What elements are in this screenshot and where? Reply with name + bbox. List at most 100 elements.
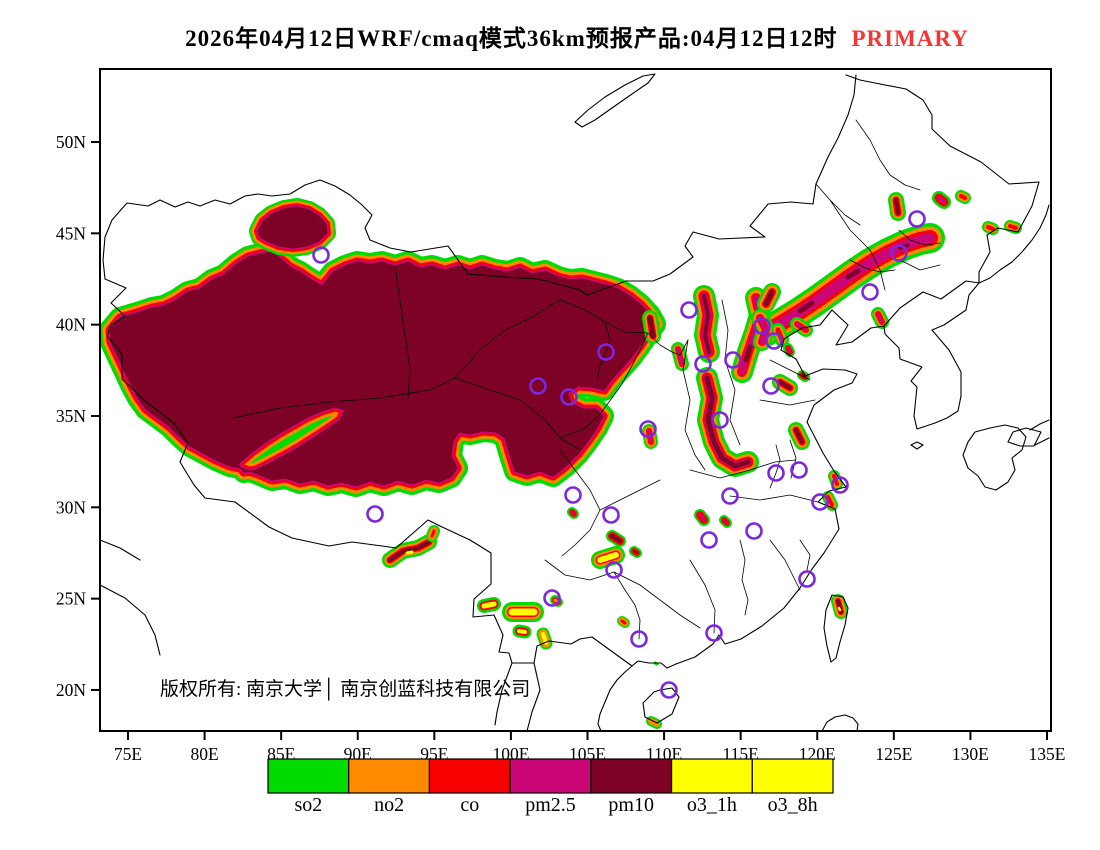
blob-core-pm25 (676, 347, 684, 366)
city-marker (564, 486, 582, 504)
blob-core-pm25 (787, 347, 791, 353)
blob-core-pm25 (795, 322, 808, 332)
blob-core-o3 (541, 632, 548, 645)
legend-label-pm2.5: pm2.5 (525, 794, 576, 816)
blob-core-o3 (597, 552, 619, 563)
x-tick-label: 80E (190, 744, 218, 764)
city-marker (680, 301, 698, 319)
island-taiwan (823, 594, 849, 663)
blob-core-pm25 (723, 519, 728, 524)
province-borders-west (232, 265, 689, 451)
province-borders-north (682, 299, 816, 479)
y-tick-label: 30N (56, 497, 87, 517)
title-run-tag: PRIMARY (851, 26, 968, 51)
legend-label-co: co (460, 794, 479, 816)
blob-core-pm10 (704, 375, 751, 469)
city-marker (767, 464, 785, 482)
legend-label-no2: no2 (374, 794, 404, 816)
x-tick-label: 125E (875, 744, 912, 764)
coastline-kyushu (962, 424, 1027, 491)
coastline-luzon (821, 714, 859, 732)
y-tick-label: 45N (56, 223, 87, 243)
coastline-primorye (978, 204, 1050, 284)
blob-core-pm10 (763, 289, 775, 307)
legend-swatch-o3_1h (670, 758, 753, 794)
copyright-text: 版权所有: 南京大学│ 南京创蓝科技有限公司 (160, 677, 530, 701)
city-marker (724, 351, 742, 369)
northwest-pm10-mass (109, 251, 656, 487)
blob-core-pm10 (633, 550, 638, 554)
blob-core-pm25 (876, 312, 884, 324)
city-marker (790, 461, 808, 479)
map-frame (99, 68, 1052, 732)
city-marker (543, 589, 561, 607)
coastline-china (597, 309, 885, 732)
city-marker (721, 487, 739, 505)
border-amur (845, 74, 1040, 284)
junggar-blob (257, 206, 328, 249)
island-jeju (910, 441, 924, 450)
province-borders-south (544, 539, 811, 640)
city-marker (560, 388, 578, 406)
city-marker (908, 210, 926, 228)
x-tick-label: 135E (1029, 744, 1066, 764)
coastline-honshu (1007, 419, 1050, 447)
city-marker (765, 332, 783, 350)
island-hainan (642, 687, 680, 724)
blob-core-pm25 (698, 513, 706, 522)
legend-label-pm10: pm10 (608, 794, 654, 816)
legend-swatch-pm10 (590, 758, 673, 794)
legend-swatch-so2 (267, 758, 350, 794)
city-marker (705, 624, 723, 642)
blob-core-pm10 (801, 374, 806, 378)
pollutant-regions (99, 190, 1022, 729)
blob-core-pm10 (794, 428, 804, 444)
blob-core-o3 (837, 606, 842, 612)
blob-core-pm25 (937, 196, 946, 204)
legend-label-o3_1h: o3_1h (687, 794, 737, 816)
blob-core-o3 (517, 629, 527, 634)
legend-label-so2: so2 (294, 794, 322, 816)
city-marker (711, 411, 729, 429)
blob-core-o3 (405, 550, 414, 555)
blob-core-co (959, 194, 967, 200)
city-marker (597, 343, 615, 361)
x-tick-label: 130E (952, 744, 989, 764)
city-marker (639, 420, 657, 438)
city-marker (529, 377, 547, 395)
city-marker (694, 355, 712, 373)
city-marker (890, 244, 908, 262)
y-tick-label: 35N (56, 406, 87, 426)
blob-core-pm10 (647, 315, 656, 339)
basemap (99, 73, 1050, 732)
blob-core-pm10 (610, 534, 622, 543)
y-tick-label: 40N (56, 315, 87, 335)
legend-swatch-no2 (348, 758, 431, 794)
blob-core-co (986, 225, 995, 231)
page-title: 2026年04月12日WRF/cmaq模式36km预报产品:04月12日12时 P… (185, 25, 969, 51)
lake-baikal (574, 73, 656, 128)
y-tick-label: 50N (56, 132, 87, 152)
city-marker (861, 283, 879, 301)
blob-core-pm10 (845, 268, 861, 280)
province-borders-central (559, 444, 819, 616)
blob-core-pm10 (894, 198, 900, 215)
blob-core-no2 (649, 719, 659, 726)
blob-core-o3 (481, 601, 497, 609)
border-india (99, 539, 161, 656)
city-marker (700, 531, 718, 549)
city-marker (312, 246, 330, 264)
city-marker (762, 377, 780, 395)
city-marker (366, 505, 384, 523)
city-marker (602, 506, 620, 524)
blob-core-pm10 (702, 294, 711, 354)
border-vietnam-laos (494, 662, 541, 732)
legend-label-o3_8h: o3_8h (768, 794, 818, 816)
province-borders-northeast (815, 119, 941, 291)
blob-core-pm10 (388, 540, 431, 562)
border-pamir (102, 236, 127, 337)
blob-core-pm10 (743, 344, 753, 363)
x-tick-label: 75E (114, 744, 142, 764)
